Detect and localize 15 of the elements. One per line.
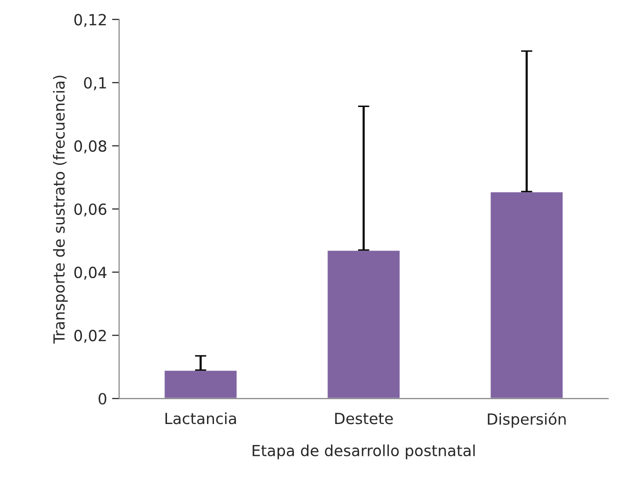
x-tick-label: Lactancia — [165, 412, 236, 424]
y-tick-label: 0,06 — [74, 203, 106, 217]
bar — [489, 190, 564, 399]
y-tick-label: 0 — [98, 392, 106, 405]
bar — [326, 249, 402, 399]
x-tick-label: Destete — [335, 412, 393, 424]
x-tick-label: Dispersión — [488, 412, 566, 428]
y-axis-title: Transporte de sustrato (frecuencia) — [52, 76, 68, 344]
bar — [163, 369, 238, 399]
y-tick-label: 0,08 — [74, 140, 106, 154]
x-axis-title: Etapa de desarrollo postnatal — [252, 444, 475, 460]
y-tick-label: 0,02 — [74, 330, 106, 343]
y-tick-label: 0,12 — [74, 14, 106, 28]
y-tick-label: 0,1 — [84, 77, 106, 90]
y-tick-label: 0,04 — [74, 266, 106, 280]
